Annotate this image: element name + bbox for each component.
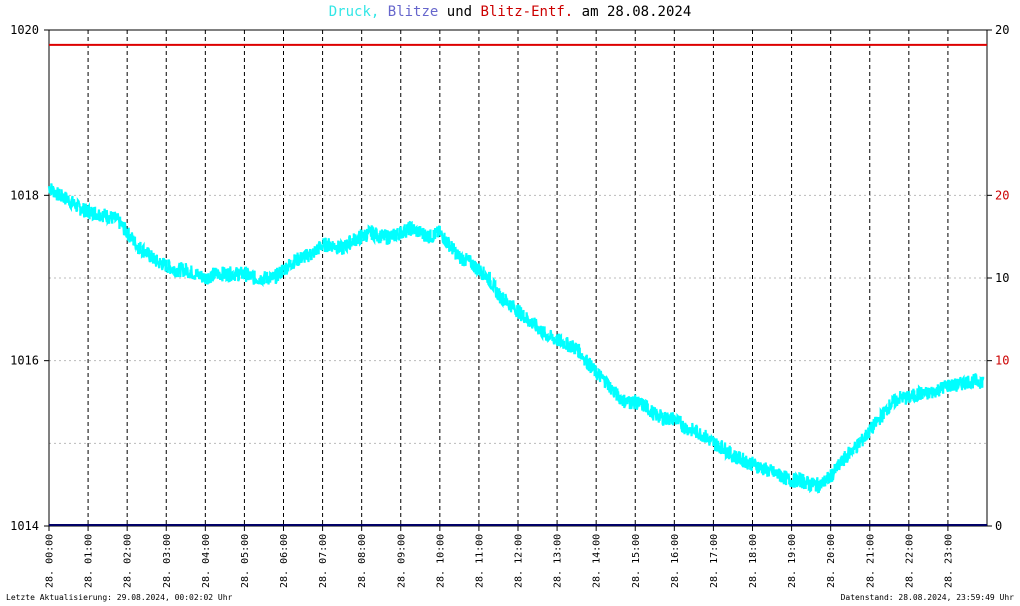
- x-tick-label: 28. 15:00: [631, 534, 642, 588]
- x-tick-label: 28. 08:00: [357, 534, 368, 588]
- x-tick-label: 28. 10:00: [435, 534, 446, 588]
- x-tick-label: 28. 09:00: [396, 534, 407, 588]
- x-tick-label: 28. 11:00: [474, 534, 485, 588]
- pressure-series-line: [47, 183, 985, 494]
- y-right-red-tick-label: 10: [995, 354, 1009, 368]
- x-tick-label: 28. 19:00: [787, 534, 798, 588]
- x-tick-label: 28. 16:00: [670, 534, 681, 588]
- x-tick-label: 28. 12:00: [514, 534, 525, 588]
- x-tick-label: 28. 14:00: [592, 534, 603, 588]
- x-tick-label: 28. 17:00: [709, 534, 720, 588]
- y-right-tick-label: 0: [995, 519, 1002, 533]
- title-blitz-entf: Blitz-Entf.: [480, 4, 574, 20]
- x-tick-label: 28. 20:00: [826, 534, 837, 588]
- x-tick-label: 28. 03:00: [162, 534, 173, 588]
- y-left-tick-label: 1014: [10, 519, 39, 533]
- x-tick-label: 28. 07:00: [318, 534, 329, 588]
- y-left-tick-label: 1016: [10, 354, 39, 368]
- title-blitze: Blitze: [387, 4, 439, 20]
- y-right-red-tick-label: 20: [995, 188, 1009, 202]
- x-tick-label: 28. 21:00: [865, 534, 876, 588]
- chart-title: Druck, Blitze und Blitz-Entf. am 28.08.2…: [0, 4, 1020, 20]
- x-tick-label: 28. 02:00: [123, 534, 134, 588]
- title-date: am 28.08.2024: [581, 4, 692, 20]
- x-tick-label: 28. 18:00: [748, 534, 759, 588]
- x-tick-label: 28. 00:00: [45, 534, 56, 588]
- y-left-tick-label: 1020: [10, 23, 39, 37]
- x-tick-label: 28. 13:00: [553, 534, 564, 588]
- y-left-tick-label: 1018: [10, 188, 39, 202]
- x-tick-label: 28. 04:00: [201, 534, 212, 588]
- x-tick-label: 28. 23:00: [943, 534, 954, 588]
- y-right-tick-label: 20: [995, 23, 1009, 37]
- x-tick-label: 28. 22:00: [904, 534, 915, 588]
- footer-last-update: Letzte Aktualisierung: 29.08.2024, 00:02…: [6, 593, 233, 602]
- title-druck: Druck,: [328, 4, 380, 20]
- x-tick-label: 28. 05:00: [240, 534, 251, 588]
- x-tick-label: 28. 06:00: [279, 534, 290, 588]
- x-tick-label: 28. 01:00: [84, 534, 95, 588]
- y-right-tick-label: 10: [995, 271, 1009, 285]
- footer-data-status: Datenstand: 28.08.2024, 23:59:49 Uhr: [840, 593, 1014, 602]
- title-und: und: [446, 4, 473, 20]
